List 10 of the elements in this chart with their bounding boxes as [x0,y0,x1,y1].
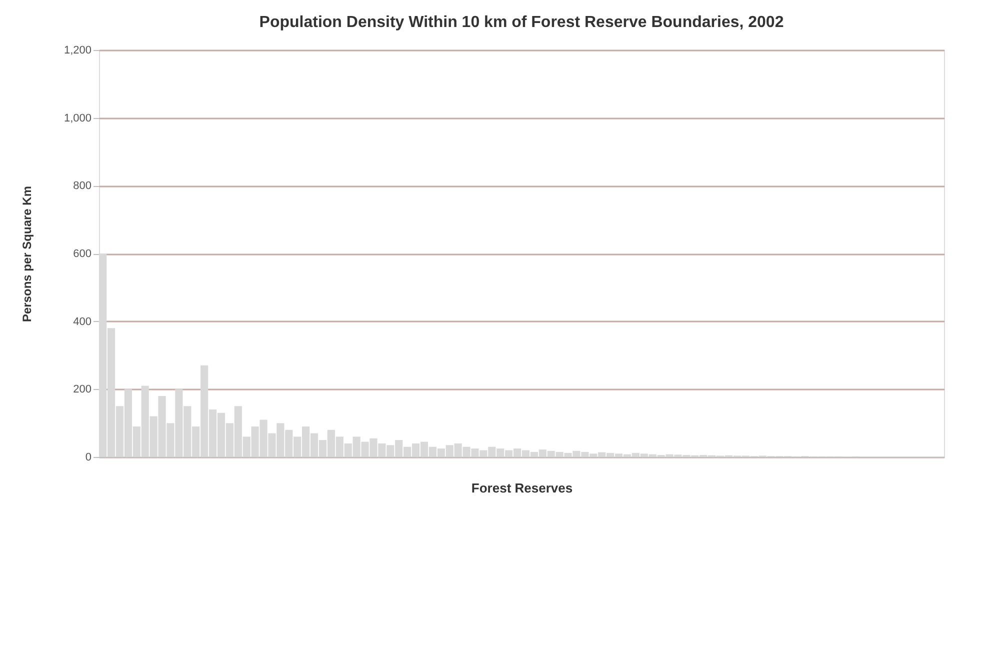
y-tick-label: 800 [73,180,92,192]
chart-title: Population Density Within 10 km of Forest Reserve Boundaries, 2002 [259,14,784,31]
y-tick-label: 600 [73,248,92,260]
y-tick-label: 200 [73,384,92,396]
y-axis-title: Persons per Square Km [20,186,34,322]
y-tick-label: 0 [85,452,92,464]
y-tick-label: 400 [73,316,92,328]
x-axis-title: Forest Reserves [471,480,573,496]
y-tick-label: 1,200 [64,44,92,56]
y-tick-label: 1,000 [64,112,92,124]
